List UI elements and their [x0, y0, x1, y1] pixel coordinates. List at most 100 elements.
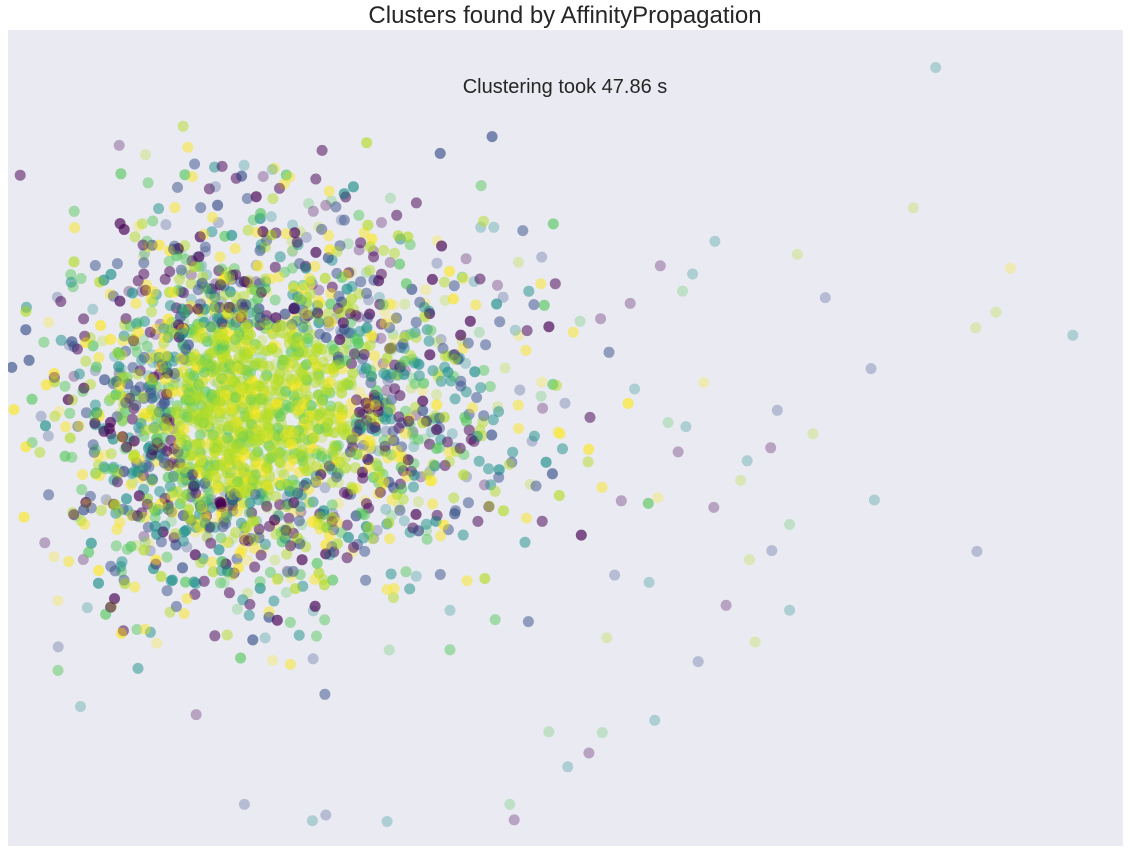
- data-point: [236, 363, 247, 375]
- data-point: [155, 416, 167, 428]
- data-point: [394, 258, 406, 270]
- data-point: [75, 273, 87, 284]
- data-point: [105, 333, 116, 345]
- data-point: [274, 251, 286, 263]
- data-point: [198, 366, 210, 378]
- data-point: [286, 235, 298, 247]
- data-point: [394, 478, 406, 490]
- data-point: [231, 506, 243, 518]
- data-point: [184, 402, 196, 414]
- data-point: [391, 209, 403, 221]
- data-point: [238, 447, 250, 459]
- data-point: [313, 369, 325, 381]
- data-point: [293, 336, 305, 348]
- data-point: [240, 439, 252, 451]
- data-point: [132, 464, 144, 476]
- data-point: [421, 533, 433, 545]
- data-point: [223, 267, 235, 279]
- data-point: [338, 188, 350, 200]
- data-point: [418, 377, 430, 389]
- data-point: [300, 308, 312, 320]
- data-point: [93, 352, 105, 364]
- data-point: [204, 521, 216, 533]
- data-point: [260, 276, 272, 288]
- data-point: [354, 423, 366, 435]
- data-point: [137, 239, 149, 251]
- data-point: [239, 410, 251, 422]
- data-point: [179, 307, 191, 319]
- data-point: [119, 372, 131, 384]
- data-point: [429, 410, 441, 422]
- data-point: [253, 450, 265, 462]
- data-point: [413, 525, 424, 537]
- data-point: [278, 361, 290, 373]
- data-point: [189, 158, 201, 170]
- data-point: [444, 644, 456, 656]
- data-point: [494, 316, 506, 328]
- data-point: [355, 237, 367, 249]
- data-point: [363, 502, 375, 514]
- data-point: [246, 391, 258, 403]
- data-point: [207, 566, 219, 578]
- data-point: [248, 450, 260, 462]
- data-point: [199, 517, 211, 529]
- data-point: [214, 251, 226, 263]
- data-point: [115, 376, 127, 388]
- data-point: [304, 272, 316, 284]
- data-point: [191, 393, 203, 405]
- data-point: [483, 500, 495, 512]
- data-point: [266, 444, 278, 456]
- data-point: [248, 381, 260, 393]
- data-point: [190, 463, 202, 475]
- data-point: [59, 380, 71, 392]
- data-point: [282, 567, 294, 578]
- data-point: [297, 425, 309, 437]
- data-point: [274, 480, 286, 491]
- data-point: [43, 489, 55, 501]
- data-point: [198, 316, 210, 328]
- data-point: [111, 376, 123, 388]
- data-point: [243, 411, 255, 423]
- data-point: [210, 471, 222, 483]
- data-point: [139, 623, 151, 635]
- data-point: [346, 397, 358, 409]
- data-point: [409, 378, 421, 390]
- data-point: [144, 380, 156, 392]
- data-point: [321, 363, 333, 375]
- data-point: [179, 169, 191, 181]
- data-point: [133, 490, 145, 502]
- data-point: [381, 584, 393, 595]
- data-point: [309, 260, 321, 272]
- data-point: [110, 388, 122, 400]
- data-point: [212, 335, 224, 347]
- data-point: [399, 355, 411, 367]
- data-point: [459, 411, 471, 423]
- data-point: [313, 567, 325, 579]
- data-point: [263, 403, 275, 415]
- data-point: [240, 319, 252, 331]
- data-point: [153, 239, 165, 251]
- data-point: [149, 511, 161, 523]
- data-point: [172, 367, 183, 379]
- data-point: [118, 330, 130, 342]
- data-point: [212, 435, 224, 447]
- data-point: [226, 358, 238, 370]
- data-point: [358, 348, 370, 360]
- data-point: [48, 551, 60, 563]
- data-point: [191, 390, 203, 402]
- data-point: [334, 307, 346, 319]
- data-point: [249, 407, 261, 419]
- data-point: [20, 324, 32, 336]
- data-point: [120, 345, 132, 357]
- data-point: [111, 476, 123, 488]
- data-point: [311, 448, 323, 460]
- data-point: [393, 501, 405, 513]
- data-point: [229, 483, 241, 494]
- data-point: [289, 227, 301, 239]
- data-point: [113, 464, 125, 476]
- data-point: [302, 443, 314, 455]
- data-point: [259, 415, 271, 427]
- data-point: [413, 370, 425, 382]
- data-point: [347, 483, 359, 495]
- data-point: [540, 456, 552, 468]
